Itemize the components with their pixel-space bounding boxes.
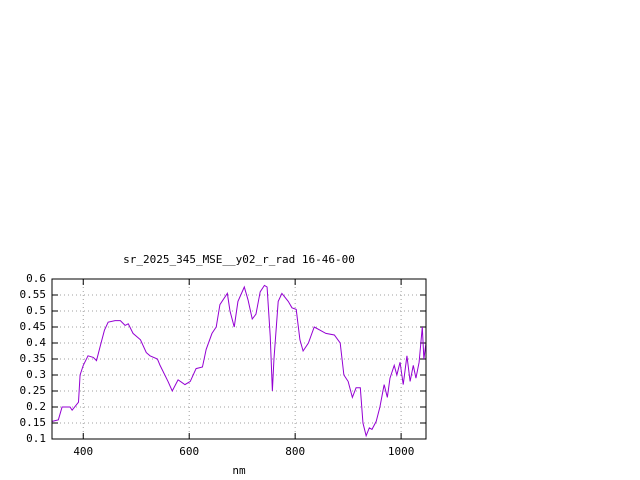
y-tick-label: 0.15 <box>20 416 47 429</box>
y-tick-label: 0.2 <box>26 400 46 413</box>
x-tick-label: 400 <box>73 445 93 458</box>
y-tick-label: 0.1 <box>26 432 46 445</box>
y-tick-label: 0.35 <box>20 352 47 365</box>
x-tick-label: 1000 <box>388 445 415 458</box>
x-tick-label: 600 <box>179 445 199 458</box>
y-tick-label: 0.3 <box>26 368 46 381</box>
y-tick-label: 0.5 <box>26 304 46 317</box>
y-tick-label: 0.4 <box>26 336 46 349</box>
y-tick-label: 0.25 <box>20 384 47 397</box>
y-tick-label: 0.6 <box>26 272 46 285</box>
chart-title: sr_2025_345_MSE__y02_r_rad 16-46-00 <box>123 253 355 266</box>
plot-frame <box>51 278 427 440</box>
x-tick-label: 800 <box>285 445 305 458</box>
x-axis-label: nm <box>232 464 246 477</box>
data-line <box>52 284 427 438</box>
y-tick-label: 0.45 <box>20 320 47 333</box>
y-tick-label: 0.55 <box>20 288 47 301</box>
